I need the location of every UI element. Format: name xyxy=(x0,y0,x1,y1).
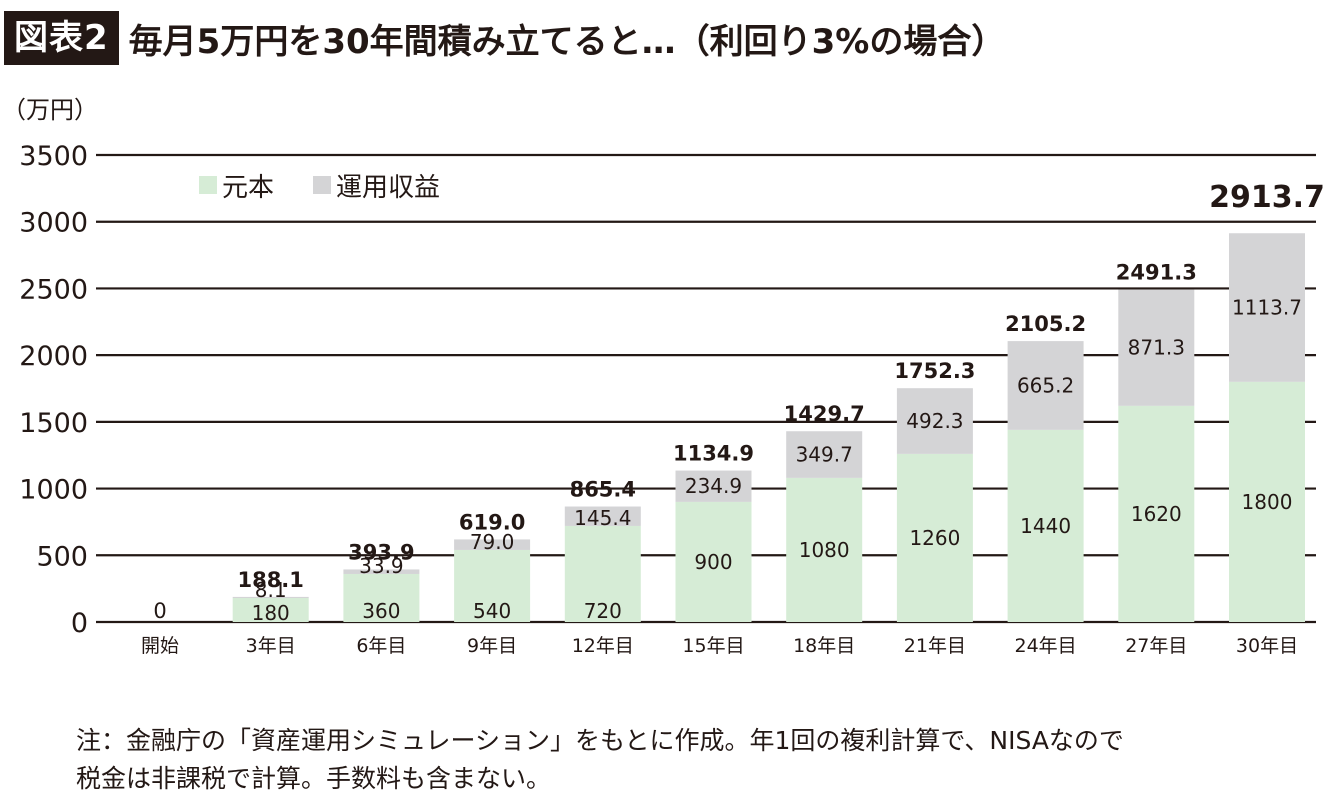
chart-title: 毎月5万円を30年間積み立てると…（利回り3%の場合） xyxy=(128,21,1006,62)
y-tick-label: 0 xyxy=(71,608,88,639)
legend-label-principal: 元本 xyxy=(222,173,274,203)
x-tick-label: 15年目 xyxy=(682,635,744,657)
total-label: 393.9 xyxy=(348,540,414,564)
total-label: 1134.9 xyxy=(673,442,754,466)
total-label: 2491.3 xyxy=(1116,261,1197,285)
bar-gain xyxy=(1007,341,1084,430)
total-label: 1752.3 xyxy=(894,359,975,383)
x-axis-ticks: 開始 3年目 6年目 9年目 12年目 15年目 18年目 21年目 24年目 27年目 30年目 xyxy=(141,635,1298,657)
x-tick-label: 21年目 xyxy=(904,635,966,657)
gain-value-label: 8.1 xyxy=(255,578,287,602)
principal-value-label: 360 xyxy=(362,599,400,623)
bar-principal xyxy=(1118,405,1195,622)
footnote: 注：金融庁の「資産運用シミュレーション」をもとに作成。年1回の複利計算で、NIS… xyxy=(76,722,1326,798)
bar-principal xyxy=(1229,381,1305,622)
bar-gain xyxy=(1229,233,1305,382)
y-tick-label: 500 xyxy=(36,541,88,572)
y-tick-label: 2500 xyxy=(19,274,88,305)
legend-label-gain: 運用収益 xyxy=(336,173,440,203)
y-axis-ticks: 0 500 1000 1500 2000 2500 3000 3500 xyxy=(19,141,88,639)
bar-principal xyxy=(564,525,641,622)
principal-value-label: 1260 xyxy=(909,526,960,550)
total-label: 1429.7 xyxy=(784,402,865,426)
x-tick-label: 30年目 xyxy=(1236,635,1298,657)
footnote-line-2: 税金は非課税で計算。手数料も含まない。 xyxy=(76,764,552,793)
gain-value-label: 234.9 xyxy=(685,474,742,498)
x-tick-label: 24年目 xyxy=(1015,635,1077,657)
bar-gain xyxy=(232,596,309,598)
y-tick-label: 3500 xyxy=(19,141,88,172)
principal-value-label: 180 xyxy=(252,601,290,625)
x-tick-label: 6年目 xyxy=(356,635,406,657)
bar-principal xyxy=(786,477,863,622)
gain-value-label: 1113.7 xyxy=(1232,296,1302,320)
gain-value-label: 145.4 xyxy=(574,506,631,530)
total-label: 865.4 xyxy=(570,478,636,502)
principal-value-label: 1080 xyxy=(799,538,850,562)
legend: 元本 運用収益 xyxy=(199,173,440,203)
stacked-bar-chart: （万円） 0 500 1000 1500 2000 2500 3000 3500 0 1808.… xyxy=(2,96,1325,657)
principal-value-label: 1800 xyxy=(1242,490,1293,514)
y-tick-label: 3000 xyxy=(19,208,88,239)
gain-value-label: 349.7 xyxy=(796,443,853,467)
x-tick-label: 9年目 xyxy=(467,635,517,657)
bar-principal xyxy=(454,549,531,622)
bar-principal xyxy=(232,597,309,622)
bar-gain xyxy=(454,539,531,550)
total-label: 2913.7 xyxy=(1209,180,1325,215)
bar-principal xyxy=(1007,429,1084,622)
principal-value-label: 1620 xyxy=(1131,502,1182,526)
chart-header: 図表2 毎月5万円を30年間積み立てると…（利回り3%の場合） xyxy=(4,10,1005,66)
figure-badge: 図表2 xyxy=(4,11,119,65)
principal-value-label: 540 xyxy=(473,599,511,623)
bar-gain xyxy=(343,569,420,574)
bars xyxy=(232,233,1305,622)
x-tick-label: 開始 xyxy=(141,635,179,657)
x-tick-label: 18年目 xyxy=(793,635,855,657)
gain-value-label: 871.3 xyxy=(1128,336,1185,360)
total-label: 188.1 xyxy=(237,568,303,592)
x-tick-label: 27年目 xyxy=(1125,635,1187,657)
total-label: 2105.2 xyxy=(1005,312,1086,336)
gain-value-label: 665.2 xyxy=(1017,373,1074,397)
x-tick-label: 12年目 xyxy=(572,635,634,657)
x-tick-label: 3年目 xyxy=(246,635,296,657)
bar-gain xyxy=(786,431,863,478)
y-tick-label: 1500 xyxy=(19,408,88,439)
legend-swatch-gain xyxy=(313,176,331,194)
gain-value-label: 79.0 xyxy=(470,530,515,554)
gain-value-label: 492.3 xyxy=(906,409,963,433)
total-label: 0 xyxy=(153,599,166,623)
principal-value-label: 720 xyxy=(584,599,622,623)
y-axis-unit-label: （万円） xyxy=(2,96,98,124)
bar-principal xyxy=(343,573,420,622)
bar-gain xyxy=(564,506,641,526)
bar-gain xyxy=(675,470,752,502)
gain-value-label: 33.9 xyxy=(359,554,404,578)
bar-principal xyxy=(896,453,973,622)
principal-value-label: 1440 xyxy=(1020,514,1071,538)
y-tick-label: 1000 xyxy=(19,475,88,506)
gridlines xyxy=(96,153,1316,624)
legend-swatch-principal xyxy=(199,176,217,194)
principal-value-label: 900 xyxy=(694,550,732,574)
y-tick-label: 2000 xyxy=(19,341,88,372)
bar-principal xyxy=(675,501,752,622)
total-label: 619.0 xyxy=(459,510,525,534)
footnote-line-1: 注：金融庁の「資産運用シミュレーション」をもとに作成。年1回の複利計算で、NIS… xyxy=(76,726,1124,755)
bar-gain xyxy=(896,388,973,454)
bar-gain xyxy=(1118,289,1195,406)
